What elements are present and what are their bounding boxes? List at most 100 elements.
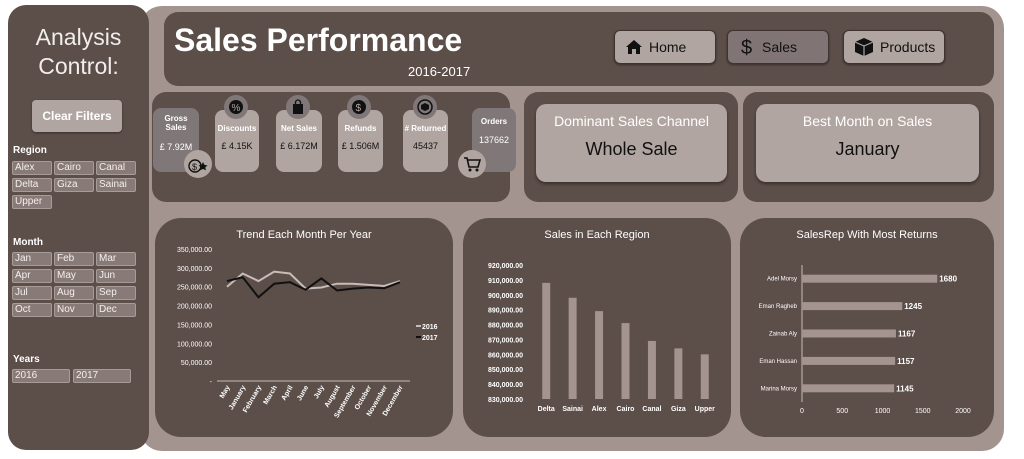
sidebar-title-line1: Analysis [35,24,122,50]
y-tick-label: 200,000.00 [177,304,212,311]
nav-products-button[interactable]: Products [843,30,945,64]
salesrep-bar [802,384,895,393]
x-tick-label: 1000 [875,408,891,415]
bar-value-label: 1680 [939,275,957,284]
kpi-net-sales-value: £ 6.172M [280,141,318,151]
x-tick-label: June [296,384,310,402]
region-chip-giza[interactable]: Giza [54,178,94,192]
region-chip-upper[interactable]: Upper [12,195,52,209]
month-chip-nov[interactable]: Nov [54,303,94,317]
sidebar-title-line2: Control: [38,53,119,79]
y-tick-label: 350,000.00 [177,247,212,254]
y-tick-label: Adel Morsy [767,277,797,283]
region-bar [700,354,709,399]
salesrep-bar [802,274,938,283]
y-tick-label: 50,000.00 [181,360,212,367]
region-label: Region [13,145,47,156]
dominant-channel-title: Dominant Sales Channel [554,113,709,129]
month-chip-jun[interactable]: Jun [96,269,136,283]
region-chip-alex[interactable]: Alex [12,161,52,175]
kpi-discounts: Discounts £ 4.15K [215,110,259,172]
legend-label: 2017 [422,335,438,342]
month-chip-oct[interactable]: Oct [12,303,52,317]
month-chip-dec[interactable]: Dec [96,303,136,317]
return-box-icon [413,95,437,119]
y-tick-label: 880,000.00 [488,323,523,330]
region-bar [595,311,604,399]
month-chip-aug[interactable]: Aug [54,286,94,300]
month-chip-apr[interactable]: Apr [12,269,52,283]
kpi-returned-label: # Returned [404,124,447,133]
trend-chart-title: Trend Each Month Per Year [236,229,372,241]
shopping-cart-icon [458,150,486,178]
region-bar [647,340,656,399]
svg-text:%: % [232,103,241,114]
nav-home-label: Home [649,39,687,55]
analysis-control-sidebar: Analysis Control: Clear Filters Region A… [8,5,149,450]
month-chip-feb[interactable]: Feb [54,252,94,266]
region-bar [674,348,683,399]
kpi-net-sales-label: Net Sales [280,124,318,133]
salesrep-bar [802,356,896,365]
region-chip-canal[interactable]: Canal [96,161,136,175]
sidebar-title: Analysis Control: [8,23,149,81]
kpi-panel [152,92,510,202]
x-tick-label: Canal [642,406,661,413]
y-tick-label: 900,000.00 [488,293,523,300]
y-tick-label: Eman Hassan [759,359,797,365]
month-chip-mar[interactable]: Mar [96,252,136,266]
salesrep-bar [802,302,903,311]
kpi-net-sales: Net Sales £ 6.172M [276,110,322,172]
series-line-2017 [226,276,401,299]
refund-coin-icon: $ [347,95,371,119]
y-tick-label: 250,000.00 [177,285,212,292]
svg-text:$: $ [741,37,752,58]
month-chip-jan[interactable]: Jan [12,252,52,266]
region-chip-cairo[interactable]: Cairo [54,161,94,175]
trend-chart-panel: Trend Each Month Per Year 350,000.00 300,… [155,218,453,437]
best-month-title: Best Month on Sales [802,113,933,129]
nav-home-button[interactable]: Home [614,30,716,64]
y-tick-label: 830,000.00 [488,397,523,404]
kpi-gross-sales-value: £ 7.92M [159,142,193,152]
y-tick-label: 850,000.00 [488,367,523,374]
region-chip-delta[interactable]: Delta [12,178,52,192]
kpi-orders-value: 137662 [478,135,510,145]
y-tick-label: Eman Ragheb [759,304,798,310]
bar-value-label: 1245 [904,302,922,311]
region-bar [542,282,551,399]
kpi-discounts-label: Discounts [217,124,257,133]
y-tick-label: 100,000.00 [177,341,212,348]
x-tick-label: May [219,384,232,399]
nav-sales-label: Sales [762,39,798,55]
kpi-returned: # Returned 45437 [403,110,448,172]
y-tick-label: - [210,379,213,386]
shopping-bag-icon [286,95,310,119]
years-label: Years [13,354,40,365]
region-chart-panel: Sales in Each Region 920,000.00 910,000.0… [463,218,731,437]
nav-sales-button[interactable]: $ Sales [727,30,829,64]
svg-text:$: $ [192,162,197,172]
y-tick-label: 910,000.00 [488,278,523,285]
x-tick-label: Alex [592,406,607,413]
y-tick-label: 300,000.00 [177,266,212,273]
clear-filters-button[interactable]: Clear Filters [32,100,122,132]
year-chip-2016[interactable]: 2016 [12,369,70,383]
month-chip-sep[interactable]: Sep [96,286,136,300]
month-chip-may[interactable]: May [54,269,94,283]
trend-line-chart: 350,000.00 300,000.00 250,000.00 200,000.00… [177,247,438,419]
x-tick-label: 0 [800,408,804,415]
month-chip-jul[interactable]: Jul [12,286,52,300]
year-chip-2017[interactable]: 2017 [73,369,131,383]
y-tick-label: Zainab Aly [769,332,797,338]
region-chip-sainai[interactable]: Sainai [96,178,136,192]
bar-value-label: 1157 [897,357,915,366]
best-month-value: January [835,139,900,159]
y-tick-label: 920,000.00 [488,263,523,270]
x-tick-label: Cairo [617,406,635,413]
kpi-refunds-label: Refunds [344,124,377,133]
region-bar [568,297,577,399]
returns-chart-panel: SalesRep With Most Returns 0 500 1000 1500 2… [740,218,994,437]
returns-chart-title: SalesRep With Most Returns [796,229,938,241]
kpi-orders-label: Orders [480,117,508,126]
